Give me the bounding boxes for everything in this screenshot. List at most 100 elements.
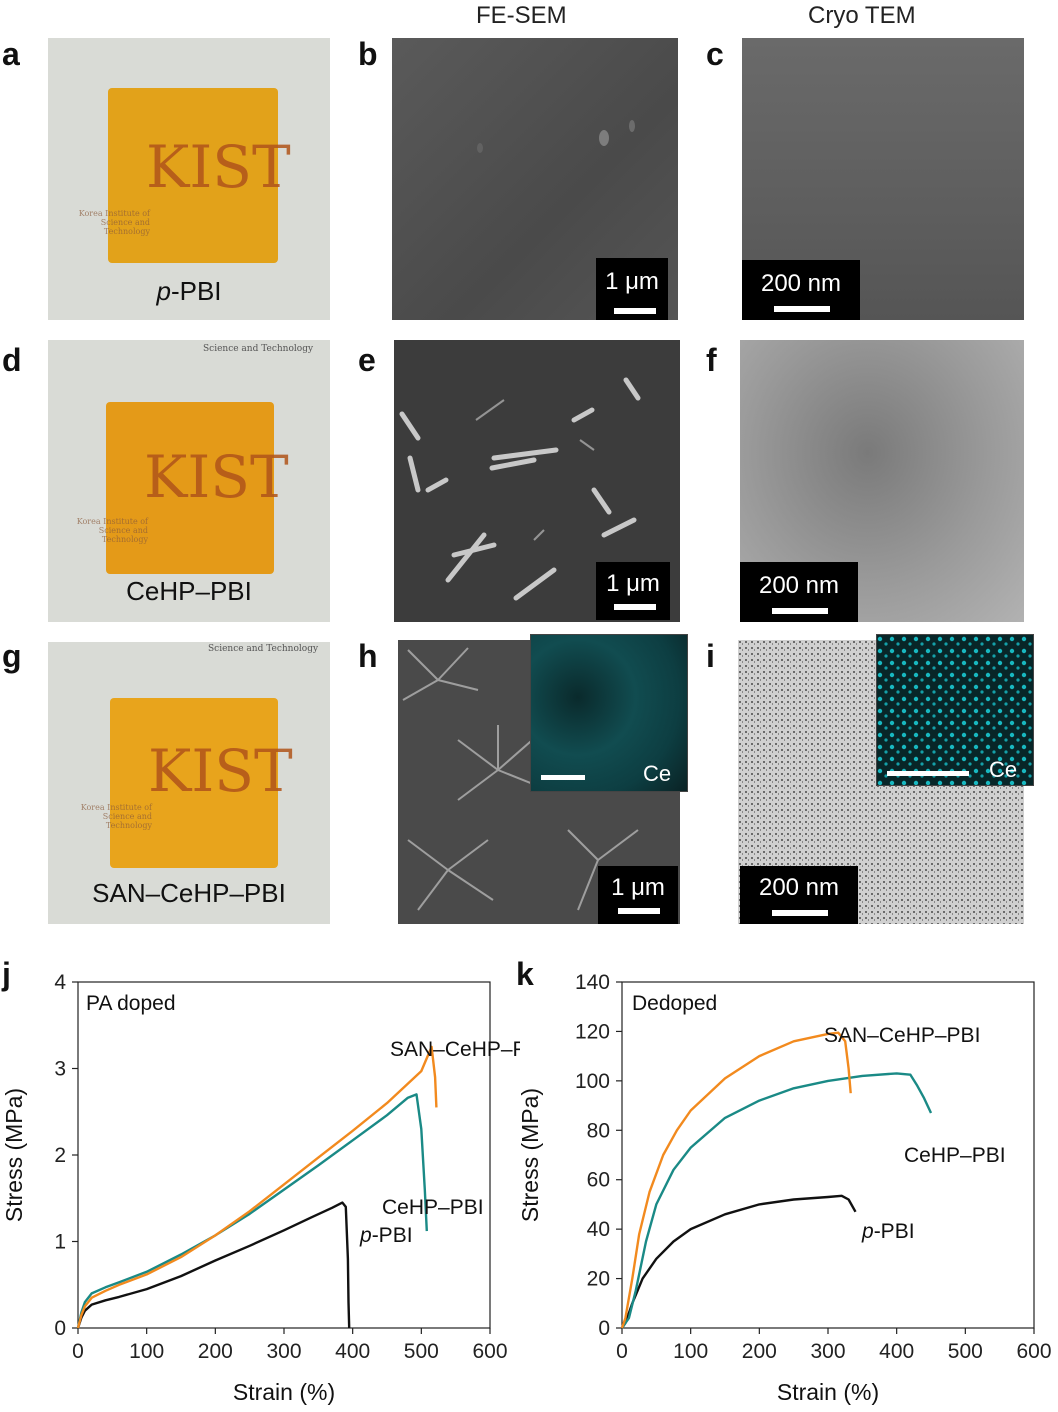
y-tick-label: 3 <box>54 1058 66 1081</box>
y-tick-label: 4 <box>54 971 66 994</box>
series-line-0 <box>621 1194 857 1329</box>
column-header-fesem: FE-SEM <box>476 2 567 29</box>
kist-watermark: KIST <box>144 443 289 511</box>
inset-label-ce: Ce <box>643 761 672 786</box>
x-tick-label: 100 <box>129 1340 164 1363</box>
panel-label-b: b <box>358 36 378 72</box>
series-label: SAN–CeHP–PBI <box>824 1024 980 1047</box>
scalebar-label: 1 μm <box>606 570 660 597</box>
series-line-1 <box>76 1093 428 1329</box>
sem-image-cehp-pbi: 1 μm <box>394 340 680 622</box>
watermark-subtext: Korea Institute of Science and Technology <box>78 209 150 236</box>
panel-label-c: c <box>706 36 724 72</box>
series-label: CeHP–PBI <box>904 1144 1006 1167</box>
scalebar <box>772 608 828 614</box>
film-p-pbi <box>108 88 278 263</box>
inset-scalebar <box>541 775 585 780</box>
photo-caption: p-PBI <box>156 276 222 306</box>
x-axis-label: Strain (%) <box>777 1379 879 1405</box>
series-label: p-PBI <box>359 1224 413 1247</box>
photo-top-text: Science and Technology <box>203 344 314 354</box>
x-tick-label: 200 <box>198 1340 233 1363</box>
panel-label-d: d <box>2 342 22 378</box>
series-line-2 <box>76 1045 438 1329</box>
y-tick-label: 2 <box>54 1144 66 1167</box>
scalebar <box>614 604 656 610</box>
x-axis-label: Strain (%) <box>233 1379 335 1405</box>
scalebar-label: 200 nm <box>760 270 842 297</box>
x-tick-label: 400 <box>335 1340 370 1363</box>
panel-label-a: a <box>2 36 20 72</box>
photo-top-text: Science and Technology <box>208 644 319 654</box>
x-tick-label: 300 <box>810 1340 845 1363</box>
y-axis-label: Stress (MPa) <box>517 1088 543 1222</box>
chart-annotation: Dedoped <box>632 992 717 1015</box>
scalebar <box>772 910 828 916</box>
panel-label-e: e <box>358 342 376 378</box>
photo-san-cehp-pbi: Science and Technology KIST Korea Instit… <box>48 642 330 924</box>
y-tick-label: 0 <box>54 1317 66 1340</box>
x-tick-label: 200 <box>742 1340 777 1363</box>
scalebar-box: 1 μm <box>598 866 678 924</box>
scalebar-label: 200 nm <box>758 874 840 901</box>
tem-image-cehp-pbi: 200 nm <box>740 340 1024 622</box>
tem-image-p-pbi: 200 nm <box>742 38 1024 320</box>
series-line-2 <box>620 1031 852 1329</box>
x-tick-label: 300 <box>266 1340 301 1363</box>
panel-label-k: k <box>516 956 534 992</box>
scalebar-label: 1 μm <box>611 874 665 901</box>
y-tick-label: 40 <box>587 1218 610 1241</box>
chart-annotation: PA doped <box>86 992 176 1015</box>
photo-p-pbi: KIST Korea Institute of Science and Techn… <box>48 38 330 320</box>
ce-map-dots <box>877 635 1033 785</box>
scalebar <box>774 306 830 312</box>
y-tick-label: 0 <box>598 1317 610 1340</box>
x-tick-label: 100 <box>673 1340 708 1363</box>
sem-rods <box>399 377 641 601</box>
series-label: SAN–CeHP–PBI <box>390 1038 520 1061</box>
scalebar <box>614 308 656 314</box>
kist-watermark: KIST <box>146 133 291 201</box>
scalebar-label: 200 nm <box>758 572 840 599</box>
inset-scalebar <box>887 771 969 776</box>
series-label: p-PBI <box>861 1220 915 1243</box>
x-tick-label: 500 <box>404 1340 439 1363</box>
kist-watermark: KIST <box>148 737 293 805</box>
x-tick-label: 400 <box>879 1340 914 1363</box>
panel-label-f: f <box>706 342 717 378</box>
film-cehp-pbi <box>106 402 274 574</box>
y-tick-label: 1 <box>54 1231 66 1254</box>
x-tick-label: 0 <box>72 1340 84 1363</box>
photo-caption: CeHP–PBI <box>126 576 252 606</box>
watermark-subtext: Korea Institute of Science and Technology <box>76 517 148 544</box>
panel-label-h: h <box>358 638 378 674</box>
scalebar-box: 1 μm <box>596 562 670 620</box>
panel-label-g: g <box>2 638 22 674</box>
column-header-cryo-tem: Cryo TEM <box>808 2 916 29</box>
sem-image-p-pbi: 1 μm <box>392 38 678 320</box>
film-san-cehp-pbi <box>110 698 278 868</box>
scalebar <box>618 908 660 914</box>
scalebar-label: 1 μm <box>605 268 659 295</box>
panel-label-j: j <box>2 956 11 992</box>
y-tick-label: 60 <box>587 1169 610 1192</box>
chart-k-dedoped: 0 100 200 300 400 500 600 0 20 40 60 80 100 120 140 Str… <box>517 971 1052 1405</box>
chart-j-pa-doped: 0 100 200 300 400 500 600 0 1 2 3 4 Strain (%) Stress… <box>1 971 520 1405</box>
scalebar-box: 1 μm <box>596 258 668 320</box>
photo-caption: SAN–CeHP–PBI <box>92 878 286 908</box>
ce-map-inset-h: Ce <box>530 634 688 792</box>
y-tick-label: 140 <box>575 971 610 994</box>
x-tick-label: 0 <box>616 1340 628 1363</box>
inset-label-ce: Ce <box>989 757 1018 782</box>
x-tick-label: 600 <box>472 1340 507 1363</box>
ce-map-inset-i: Ce <box>876 634 1034 786</box>
watermark-subtext: Korea Institute of Science and Technology <box>80 803 152 830</box>
series-label: CeHP–PBI <box>382 1196 484 1219</box>
x-tick-label: 500 <box>948 1340 983 1363</box>
sem-texture <box>477 120 635 153</box>
x-tick-label: 600 <box>1016 1340 1051 1363</box>
y-tick-label: 20 <box>587 1268 610 1291</box>
photo-cehp-pbi: Science and Technology KIST Korea Instit… <box>48 340 330 622</box>
panel-label-i: i <box>706 638 715 674</box>
y-axis-label: Stress (MPa) <box>1 1088 27 1222</box>
